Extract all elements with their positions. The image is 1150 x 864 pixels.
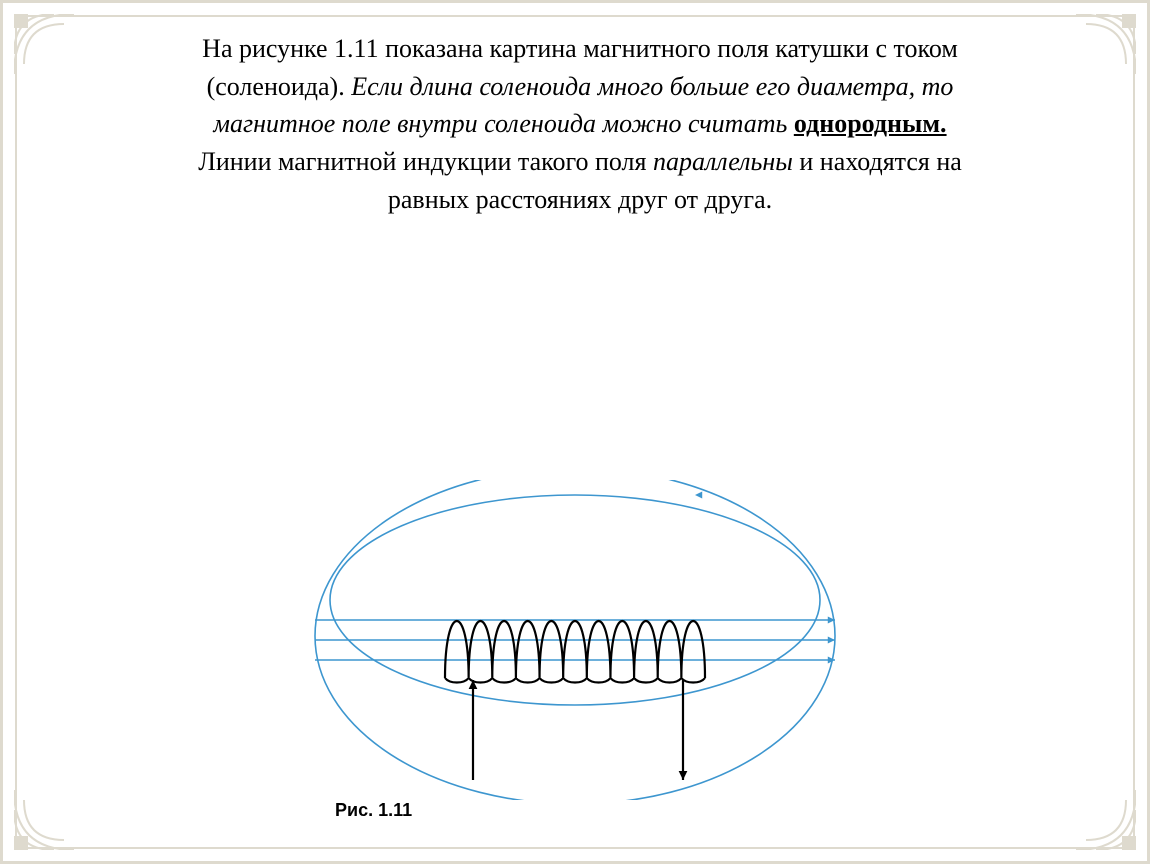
corner-ornament-tl xyxy=(14,14,94,94)
corner-ornament-br xyxy=(1056,770,1136,850)
text-run-4: Линии магнитной индукции такого поля xyxy=(198,147,653,176)
corner-ornament-tr xyxy=(1056,14,1136,94)
solenoid-svg xyxy=(305,480,845,800)
solenoid-figure xyxy=(305,480,845,800)
figure-caption: Рис. 1.11 xyxy=(335,800,412,821)
body-paragraph: На рисунке 1.11 показана картина магнитн… xyxy=(175,30,985,218)
text-run-3-underline: однородным. xyxy=(794,109,947,138)
text-run-5-italic: параллельны xyxy=(653,147,793,176)
corner-ornament-bl xyxy=(14,770,94,850)
